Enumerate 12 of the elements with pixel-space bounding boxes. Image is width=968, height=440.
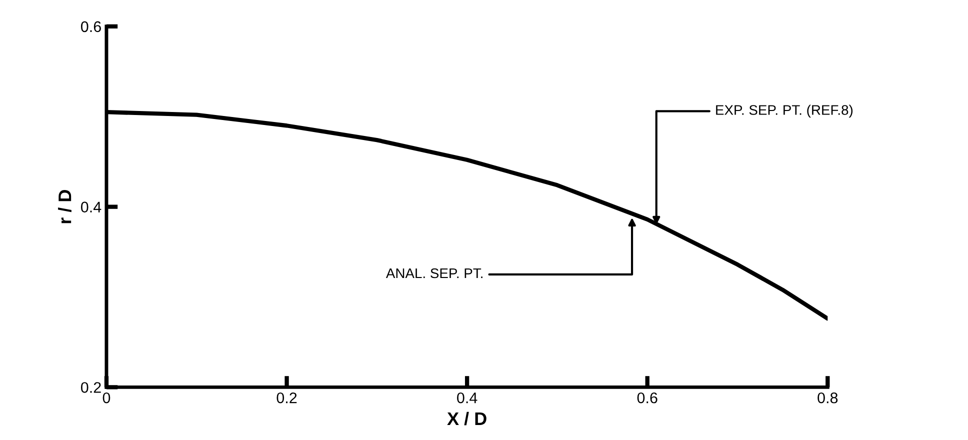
x-axis-title: X / D bbox=[447, 412, 486, 426]
annotation: ANAL. SEP. PT. bbox=[386, 268, 482, 278]
y-tick-label: 0.4 bbox=[80, 202, 102, 212]
x-tick-label: 0.6 bbox=[637, 392, 658, 404]
y-tick-label: 0.6 bbox=[80, 21, 101, 32]
x-tick-label: 0.2 bbox=[276, 392, 297, 404]
x-tick-label: 0.8 bbox=[818, 392, 838, 404]
y-axis-title: r / D bbox=[58, 190, 72, 224]
y-tick-label: 0.2 bbox=[80, 382, 101, 393]
x-tick-label: 0 bbox=[102, 392, 110, 404]
x-tick-label: 0.4 bbox=[457, 392, 478, 404]
annotation: EXP. SEP. PT. (REF.8) bbox=[716, 104, 853, 118]
